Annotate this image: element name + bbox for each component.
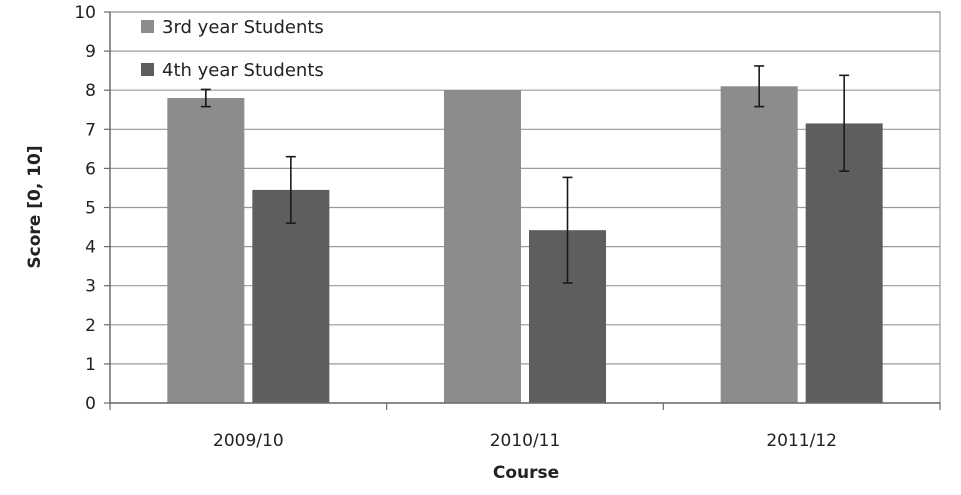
y-tick-label: 1: [85, 355, 96, 375]
error-bars: [200, 65, 850, 284]
y-axis-title: Score [0, 10]: [25, 145, 45, 268]
y-tick-label: 7: [85, 120, 96, 140]
y-tick-label: 8: [85, 81, 96, 101]
legend-swatch: [141, 63, 154, 76]
x-tick-label: 2010/11: [490, 431, 561, 451]
y-tick-label: 5: [85, 199, 96, 219]
legend: 3rd year Students 4th year Students: [141, 17, 324, 81]
y-tick-label: 4: [85, 238, 96, 258]
y-tick-label: 10: [74, 3, 96, 23]
y-tick-label: 3: [85, 277, 96, 297]
tick-labels: 0 1 2 3 4 5 6 7 8 9 10 2009/10 2010/11 2011/12: [74, 3, 837, 451]
y-tick-label: 6: [85, 159, 96, 179]
x-tick-label: 2011/12: [766, 431, 837, 451]
x-axis-title: Course: [493, 463, 559, 483]
legend-label: 3rd year Students: [162, 17, 324, 38]
bar: [720, 86, 798, 403]
y-tick-label: 0: [85, 394, 96, 414]
axes: [104, 11, 941, 410]
legend-swatch: [141, 20, 154, 33]
bar: [167, 98, 245, 404]
legend-label: 4th year Students: [162, 60, 324, 81]
bar: [444, 90, 521, 403]
y-tick-label: 2: [85, 316, 96, 336]
bars: [167, 86, 883, 404]
y-tick-label: 9: [85, 42, 96, 62]
x-tick-label: 2009/10: [213, 431, 284, 451]
bar: [252, 189, 330, 403]
